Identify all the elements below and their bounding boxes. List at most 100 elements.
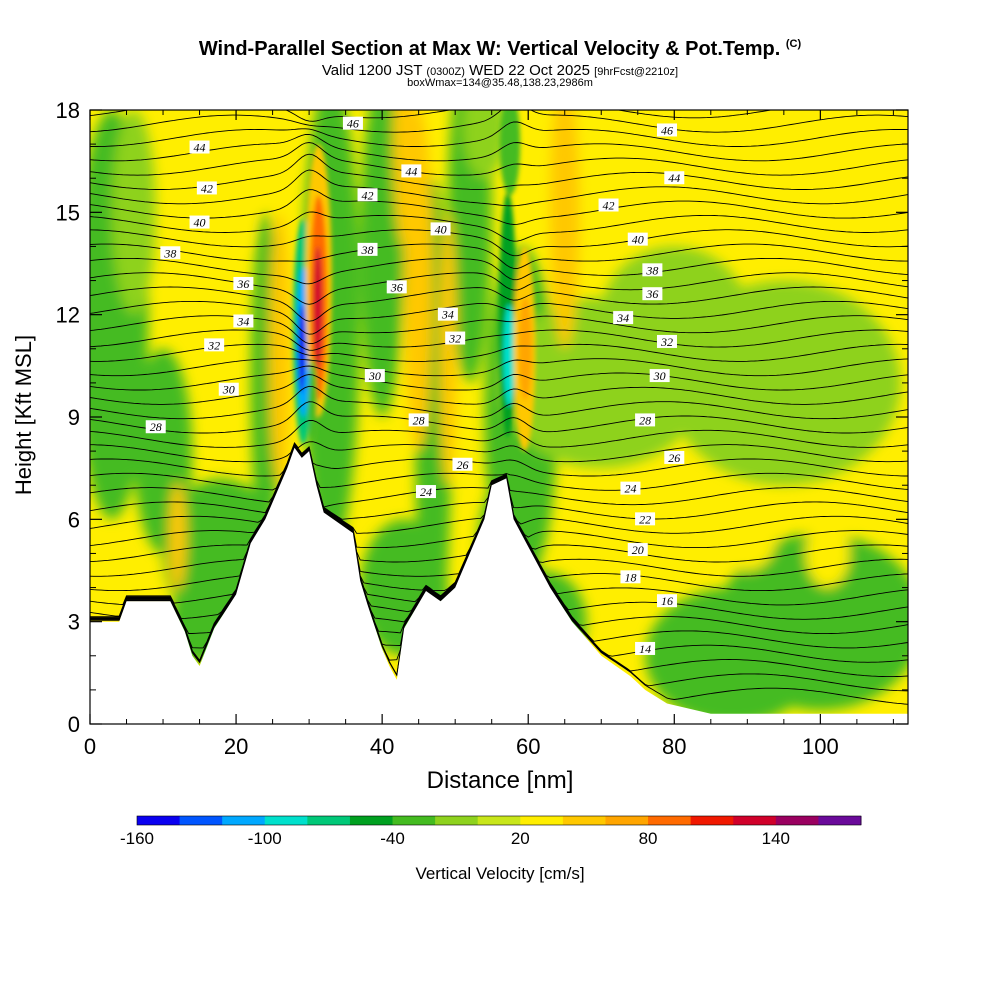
colorbar-tick-label: 140 (762, 829, 790, 848)
theta-contour-label: 40 (189, 215, 210, 230)
theta-contour (90, 315, 908, 345)
theta-contour-label: 46 (656, 123, 677, 137)
velocity-region (111, 110, 156, 315)
x-tick-label: 80 (662, 734, 686, 759)
theta-contour-label: 30 (364, 369, 385, 383)
theta-contour-label-text: 34 (236, 314, 249, 328)
theta-contour-label: 28 (145, 420, 166, 434)
velocity-region (168, 481, 187, 591)
theta-contour-label: 30 (649, 369, 670, 383)
y-tick-label: 12 (56, 303, 80, 328)
theta-contour-label: 46 (342, 116, 363, 131)
valid-time-line: Valid 1200 JST (0300Z) WED 22 Oct 2025 [… (0, 62, 1000, 79)
velocity-region (645, 587, 821, 724)
theta-contour-label: 24 (620, 481, 641, 496)
theta-contour-label: 40 (430, 222, 451, 236)
theta-contour-label-text: 16 (661, 594, 673, 608)
theta-contour-label-text: 26 (456, 458, 468, 472)
x-tick-label: 0 (84, 734, 96, 759)
theta-contour-label: 44 (189, 140, 210, 155)
theta-contour (90, 121, 908, 147)
theta-contour (90, 257, 908, 285)
theta-contour-label-text: 44 (668, 171, 680, 185)
theta-contour (90, 169, 908, 207)
theta-contour (90, 446, 908, 549)
theta-contour-label-text: 38 (645, 263, 658, 277)
theta-contour (90, 133, 908, 162)
velocity-region (268, 212, 291, 486)
colorbar-tick-label: 20 (511, 829, 530, 848)
x-axis-label: Distance [nm] (426, 767, 574, 794)
theta-contour (90, 441, 908, 463)
colorbar-swatch (733, 816, 777, 825)
y-axis-label: Height [Kft MSL] (11, 334, 36, 496)
velocity-region (232, 110, 255, 247)
theta-contour-label-text: 20 (632, 543, 644, 557)
theta-contour-label-text: 36 (236, 277, 249, 291)
theta-contour-label-text: 36 (645, 287, 658, 301)
theta-contour-label-text: 26 (668, 451, 680, 465)
theta-contour-label: 34 (233, 314, 254, 328)
colorbar-label: Vertical Velocity [cm/s] (415, 864, 585, 883)
theta-contour-label: 16 (656, 594, 677, 608)
terrain (90, 447, 908, 724)
theta-contour (90, 329, 908, 351)
theta-contour (90, 443, 908, 491)
x-tick-label: 60 (516, 734, 540, 759)
y-tick-label: 18 (56, 98, 80, 123)
theta-contour (90, 444, 908, 520)
velocity-region (718, 502, 777, 571)
theta-contour-label: 14 (635, 641, 656, 656)
box-info: boxWmax=134@35.48,138.23,2986m (407, 77, 593, 89)
theta-contour (90, 445, 908, 534)
theta-contour-label: 44 (664, 171, 685, 185)
colorbar-swatch (477, 816, 521, 825)
theta-contour-label: 22 (635, 512, 656, 526)
velocity-core (308, 359, 318, 441)
colorbar-swatch (605, 816, 649, 825)
theta-contour-label-text: 42 (603, 199, 615, 213)
theta-contour-label-text: 34 (616, 311, 629, 325)
theta-contour-label-text: 40 (194, 216, 206, 230)
theta-contour-label: 38 (357, 242, 378, 257)
theta-contour-label-text: 44 (405, 164, 417, 178)
theta-contour-label: 36 (386, 280, 407, 294)
forecast-info: [9hrFcst@2210z] (594, 66, 679, 78)
theta-contour-label: 38 (642, 263, 663, 277)
y-tick-label: 6 (68, 507, 80, 532)
theta-contour-label: 34 (613, 311, 634, 325)
theta-contour-label-text: 24 (624, 482, 636, 496)
theta-contour-label-text: 38 (361, 243, 374, 257)
theta-contour-label: 26 (452, 457, 473, 472)
colorbar-swatch (435, 816, 479, 825)
velocity-region (805, 519, 850, 588)
theta-contour (90, 153, 908, 190)
y-tick-label: 9 (68, 405, 80, 430)
theta-contour (90, 300, 908, 335)
theta-contour-label-text: 36 (390, 280, 403, 294)
theta-contour-label-text: 32 (207, 338, 220, 352)
theta-contour (90, 444, 908, 508)
valid-date: WED 22 Oct 2025 (469, 62, 590, 79)
theta-contour-label-text: 32 (448, 332, 461, 346)
velocity-core (298, 304, 306, 394)
colorbar-swatch (775, 816, 819, 825)
velocity-region (360, 110, 405, 417)
copyright-mark: (C) (785, 38, 802, 50)
colorbar-swatch (648, 816, 692, 825)
colorbar-frame (136, 815, 862, 826)
theta-contour-label-text: 38 (163, 246, 176, 260)
theta-contour-label-text: 40 (435, 222, 447, 236)
theta-contour-label-text: 40 (632, 233, 644, 247)
theta-contour-label-text: 32 (660, 335, 673, 349)
velocity-core (313, 246, 323, 370)
colorbar-swatch (392, 816, 436, 825)
theta-contour (90, 272, 908, 305)
theta-contour (90, 385, 908, 420)
theta-contour-label: 42 (196, 181, 217, 195)
theta-contour-label: 32 (445, 331, 466, 346)
theta-contour (90, 447, 908, 577)
theta-contour-label: 30 (218, 382, 239, 397)
theta-contour (90, 243, 908, 269)
